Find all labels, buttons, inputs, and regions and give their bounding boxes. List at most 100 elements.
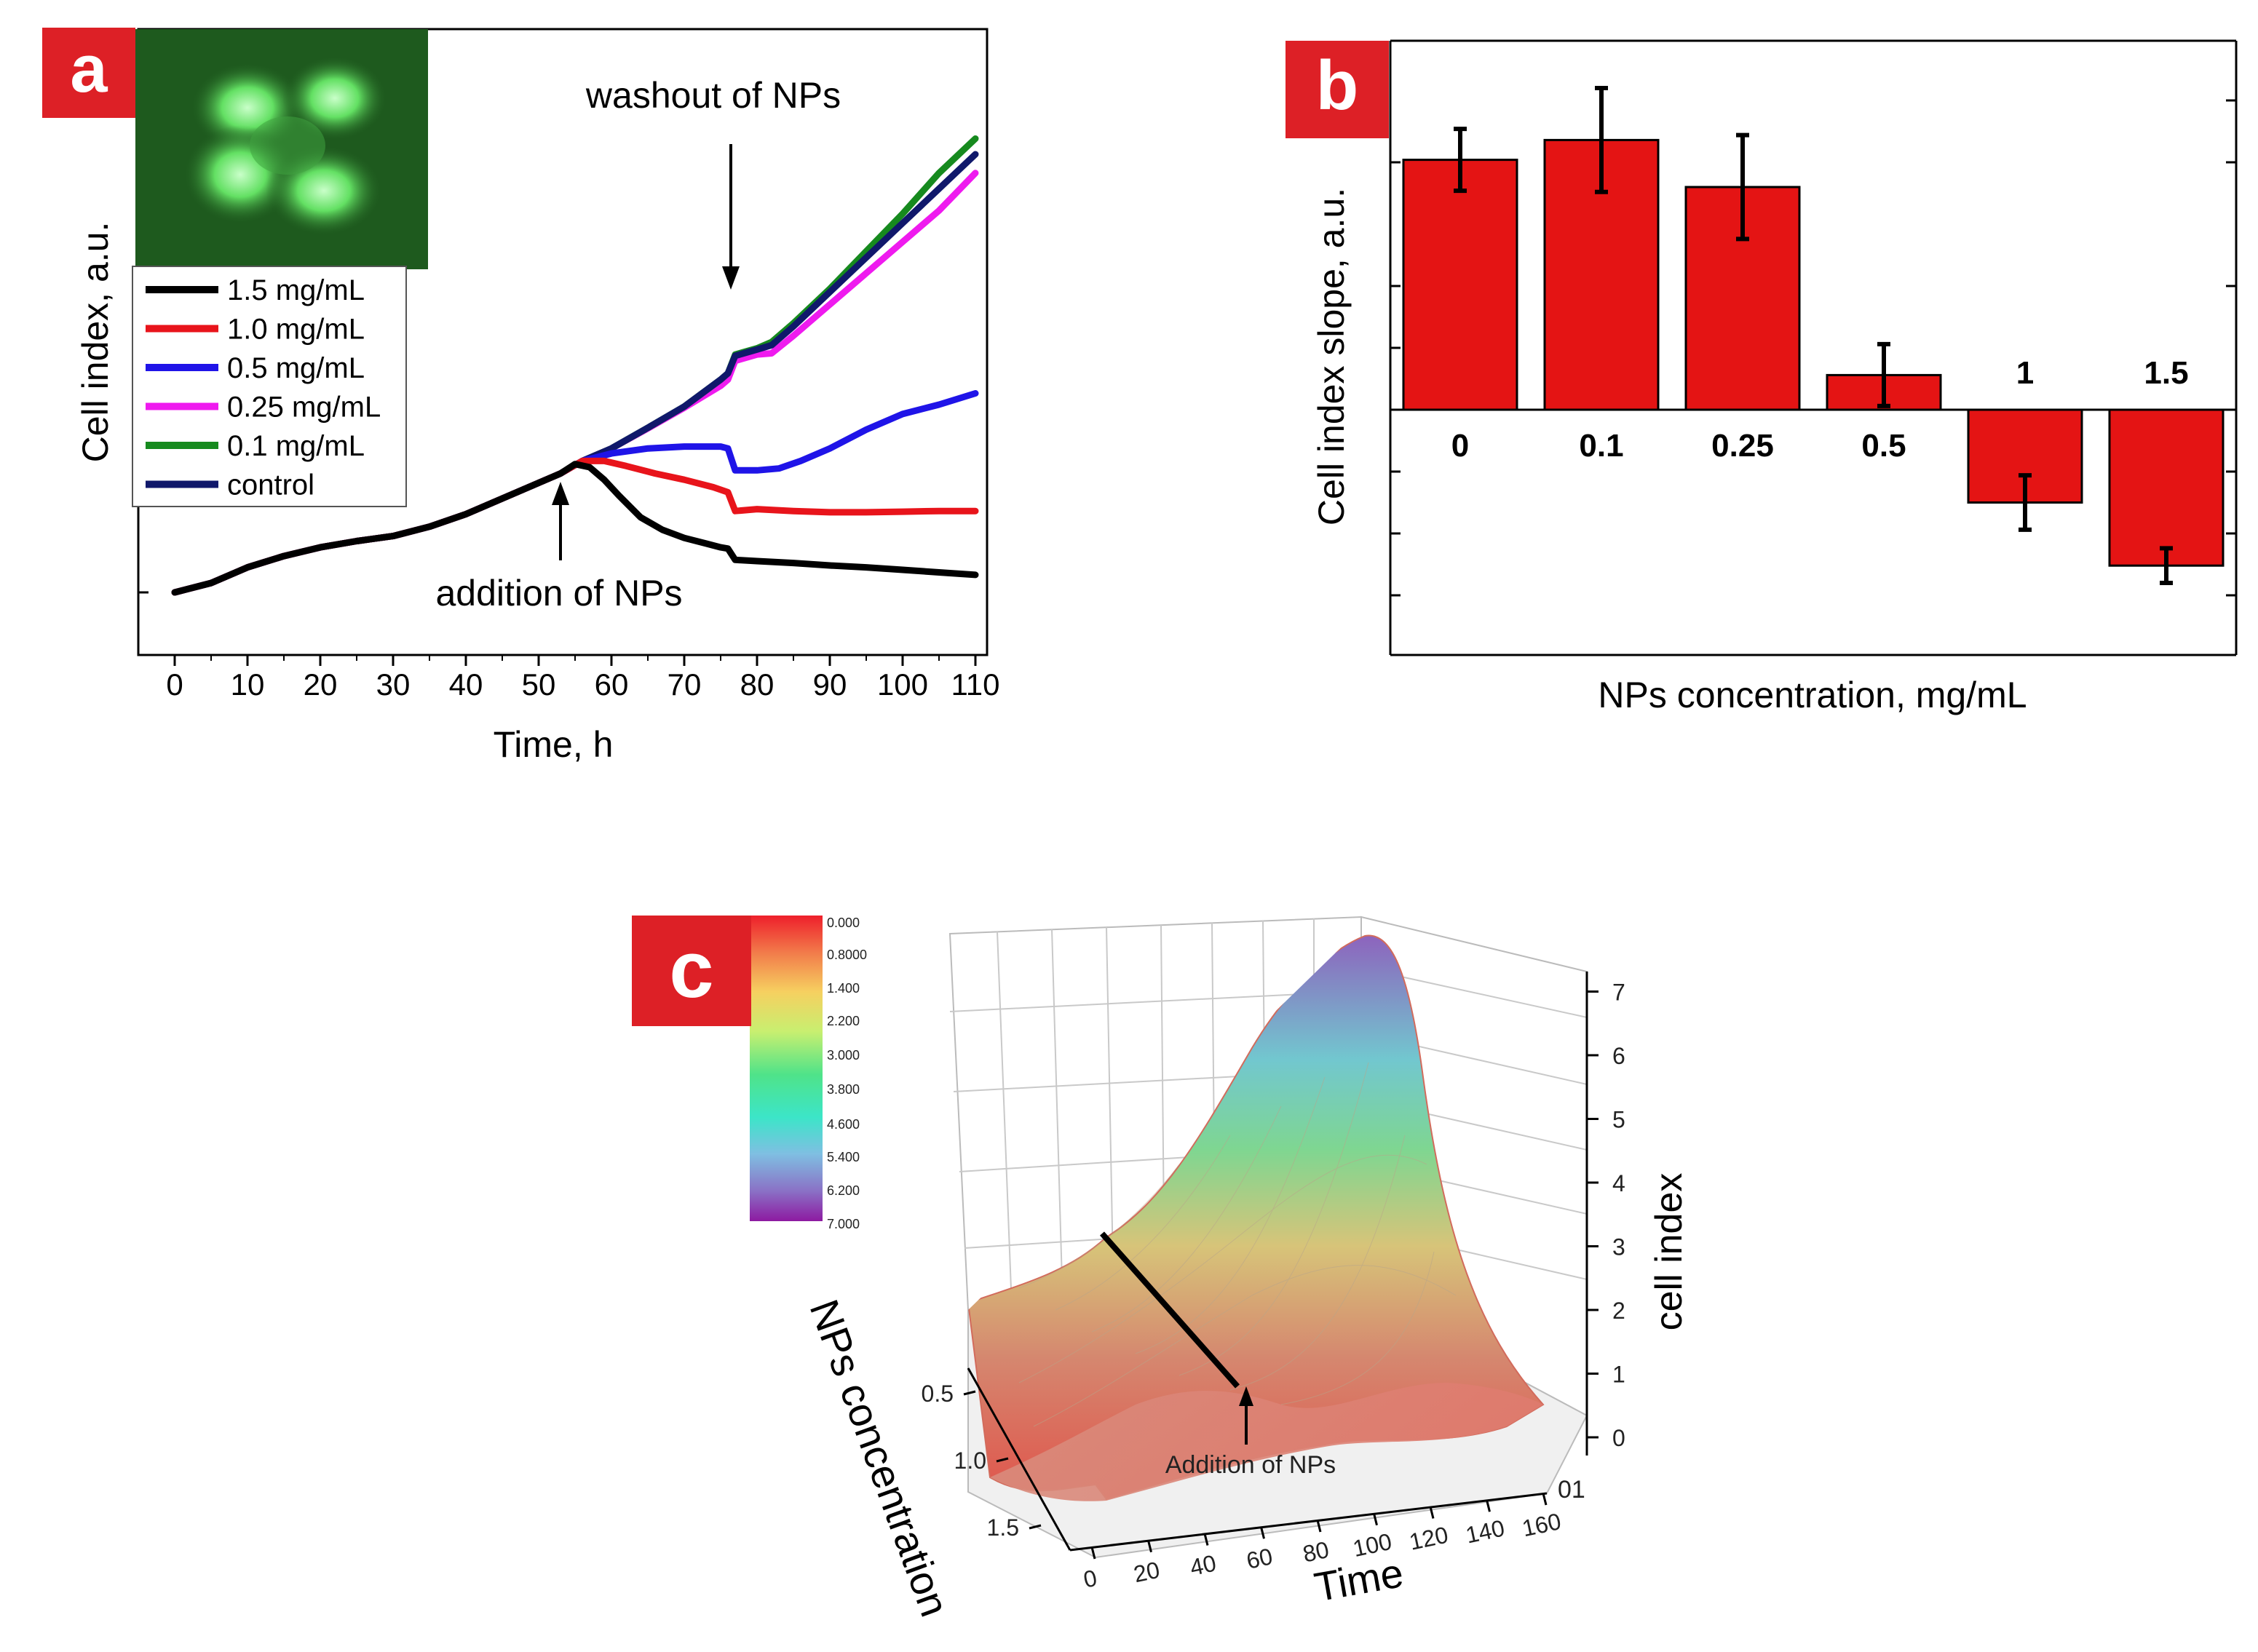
legend-label: 0.1 mg/mL (227, 430, 365, 462)
a-x-tick-label: 80 (740, 667, 775, 702)
washout-annotation: washout of NPs (585, 75, 841, 116)
svg-text:c: c (669, 925, 713, 1014)
panel-b-bars (1402, 86, 2225, 585)
panel-b-x-axis-label: NPs concentration, mg/mL (1598, 675, 2027, 715)
svg-text:a: a (70, 32, 108, 106)
c-x-tick-label: 160 (1520, 1508, 1564, 1541)
panel-b: 0 0.1 0.25 0.5 1 1.5 NPs concentration, mg/mL… (1286, 39, 2238, 715)
c-colorbar-label: 3.000 (827, 1048, 860, 1063)
panel-b-category-labels: 0 0.1 0.25 0.5 1 1.5 (1451, 355, 2189, 464)
c-colorbar-label: 1.400 (827, 981, 860, 996)
a-x-tick-label: 20 (304, 667, 338, 702)
panel-c-y-axis-label: NPs concentration (801, 1294, 958, 1623)
c-x-tick-label: 0 (1081, 1565, 1099, 1593)
c-z-tick-label: 2 (1612, 1298, 1625, 1324)
panel-c-y-axis (967, 1367, 1071, 1551)
c-y-tick (996, 1457, 1009, 1463)
c-y-tick-label: 0.5 (922, 1381, 954, 1407)
c-colorbar-label: 4.600 (827, 1117, 860, 1132)
panel-c-colorbar-labels: 0.000 0.8000 1.400 2.200 3.000 3.800 4.600 5.40… (827, 916, 867, 1231)
panel-c-corner-label: 01 (1558, 1476, 1585, 1504)
c-colorbar-label: 7.000 (827, 1217, 860, 1231)
a-x-tick-label: 100 (877, 667, 928, 702)
legend-label: 0.5 mg/mL (227, 352, 365, 384)
c-x-tick-label: 20 (1131, 1557, 1162, 1588)
a-x-tick-label: 40 (449, 667, 483, 702)
panel-c-colorbar (750, 916, 823, 1221)
c-x-tick-label: 140 (1463, 1514, 1507, 1548)
a-x-tick-label: 110 (951, 667, 1000, 702)
legend-label: control (227, 469, 314, 501)
c-x-tick (1090, 1546, 1096, 1560)
c-x-tick (1542, 1493, 1548, 1506)
legend-label: 0.25 mg/mL (227, 392, 381, 424)
a-x-tick-label: 70 (668, 667, 702, 702)
svg-text:b: b (1316, 47, 1359, 124)
panel-a-y-axis-label: Cell index, a.u. (75, 222, 116, 463)
c-colorbar-label: 0.000 (827, 916, 860, 930)
panel-c-x-axis (1069, 1492, 1548, 1552)
panel-b-y-axis-label: Cell index slope, a.u. (1311, 188, 1352, 525)
b-category-label: 1.5 (2144, 355, 2188, 391)
a-series-line (171, 461, 979, 596)
c-colorbar-label: 3.800 (827, 1082, 860, 1097)
c-z-tick-label: 7 (1612, 980, 1625, 1006)
legend-label: 1.5 mg/mL (227, 274, 365, 306)
panel-c-addition-arrow-head (1239, 1386, 1253, 1406)
a-x-tick-label: 60 (595, 667, 629, 702)
c-z-tick-label: 0 (1612, 1425, 1625, 1451)
panel-b-y-ticks (1390, 99, 2236, 597)
c-x-tick-label: 60 (1244, 1543, 1275, 1574)
panel-c-y-ticks: 0.5 1.0 1.5 (922, 1381, 1042, 1541)
panel-c-addition-line (1100, 1231, 1240, 1389)
b-category-label: 0 (1451, 428, 1469, 464)
panel-a-badge: a (42, 28, 135, 118)
c-colorbar-label: 0.8000 (827, 948, 867, 962)
b-category-label: 1 (2016, 355, 2034, 391)
c-y-tick-label: 1.5 (987, 1514, 1019, 1541)
panel-a-series (171, 135, 979, 596)
panel-c-z-axis-label: cell index (1648, 1173, 1690, 1331)
c-y-tick (963, 1390, 976, 1396)
a-x-tick-label: 10 (231, 667, 265, 702)
c-x-tick-label: 120 (1407, 1522, 1451, 1555)
c-z-tick-label: 3 (1612, 1234, 1625, 1260)
c-x-tick-label: 80 (1301, 1536, 1331, 1568)
c-x-tick (1260, 1526, 1265, 1539)
a-x-tick-label: 90 (813, 667, 847, 702)
b-category-label: 0.5 (1861, 428, 1906, 464)
c-x-tick (1203, 1533, 1209, 1546)
panel-b-badge: b (1286, 41, 1389, 138)
c-z-tick-label: 6 (1612, 1043, 1625, 1069)
c-x-tick (1486, 1499, 1491, 1512)
panel-c-x-ticks: 0 20 40 60 80 100 120 140 160 (1081, 1493, 1564, 1593)
c-colorbar-label: 2.200 (827, 1014, 860, 1028)
c-x-tick-label: 40 (1188, 1549, 1219, 1581)
a-x-tick-label: 0 (166, 667, 183, 702)
panel-c-surface (968, 934, 1545, 1501)
c-x-tick (1429, 1506, 1435, 1519)
b-bar (1402, 159, 1518, 411)
c-y-tick-label: 1.0 (954, 1448, 986, 1474)
b-category-label: 0.25 (1711, 428, 1774, 464)
c-z-tick-label: 4 (1612, 1170, 1625, 1196)
c-x-tick (1316, 1520, 1322, 1533)
panel-a-x-tick-labels: 0 10 20 30 40 50 60 70 80 90 100 110 (166, 667, 999, 702)
c-x-tick (1147, 1540, 1152, 1553)
addition-arrow-head (552, 482, 569, 505)
panel-a-legend: 1.5 mg/mL 1.0 mg/mL 0.5 mg/mL 0.25 mg/mL 0.1… (132, 266, 407, 507)
panel-b-axes (1389, 39, 2238, 656)
panel-c-badge: c (632, 916, 751, 1026)
cell-microscopy-inset (135, 29, 428, 269)
b-category-label: 0.1 (1579, 428, 1623, 464)
c-colorbar-label: 5.400 (827, 1150, 860, 1164)
c-z-tick-label: 5 (1612, 1107, 1625, 1133)
panel-a: 0 10 20 30 40 50 60 70 80 90 100 110 Time, h Cell i… (42, 28, 999, 765)
c-z-tick-label: 1 (1612, 1362, 1625, 1388)
c-x-tick (1373, 1513, 1378, 1526)
legend-label: 1.0 mg/mL (227, 314, 365, 346)
panel-a-x-axis-label: Time, h (494, 724, 614, 765)
c-y-tick (1029, 1524, 1042, 1530)
